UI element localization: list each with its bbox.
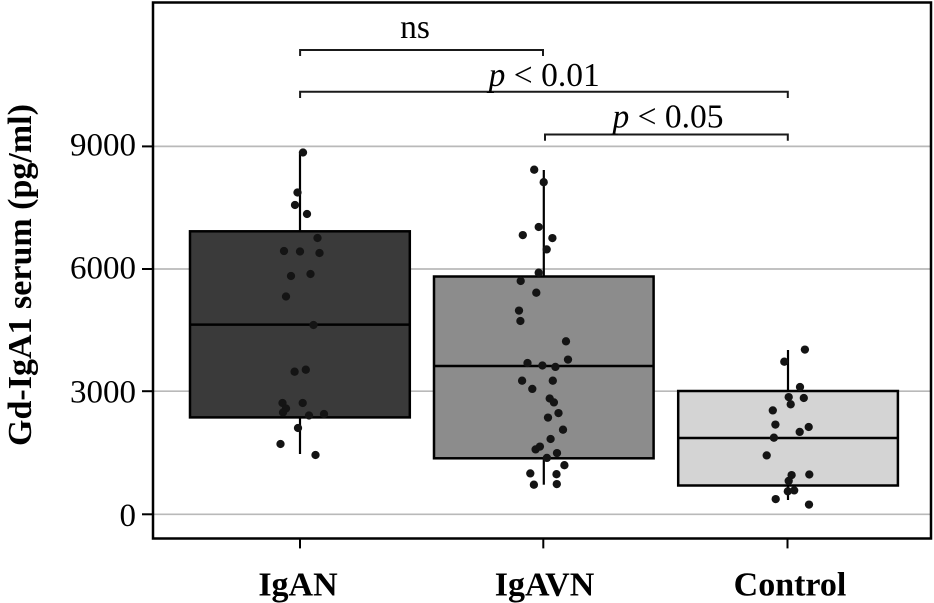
- svg-text:Gd-IgA1 serum (pg/ml): Gd-IgA1 serum (pg/ml): [2, 104, 39, 446]
- svg-text:p < 0.01: p < 0.01: [487, 57, 600, 94]
- svg-text:0: 0: [120, 498, 137, 534]
- svg-text:p < 0.05: p < 0.05: [610, 98, 723, 135]
- svg-text:IgAVN: IgAVN: [495, 567, 595, 603]
- svg-text:Control: Control: [734, 567, 847, 603]
- svg-text:IgAN: IgAN: [258, 567, 338, 603]
- svg-text:ns: ns: [400, 9, 430, 46]
- svg-text:9000: 9000: [70, 128, 136, 164]
- svg-text:3000: 3000: [70, 374, 136, 410]
- svg-text:6000: 6000: [70, 251, 136, 287]
